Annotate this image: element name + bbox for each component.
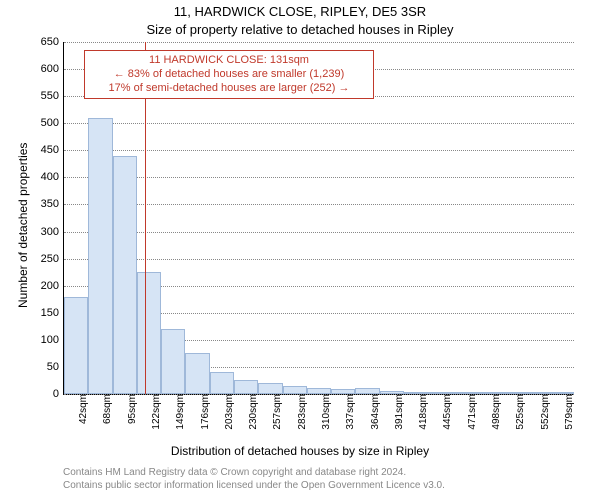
histogram-bar	[137, 272, 161, 394]
legend-callout: 11 HARDWICK CLOSE: 131sqm ← 83% of detac…	[84, 50, 374, 99]
xtick-label: 230sqm	[248, 394, 259, 438]
xtick-label: 498sqm	[491, 394, 502, 438]
histogram-bar	[161, 329, 185, 394]
histogram-bar	[234, 380, 258, 394]
y-axis-label: Number of detached properties	[16, 143, 30, 308]
gridline-h	[64, 232, 574, 233]
histogram-bar	[88, 118, 112, 394]
gridline-h	[64, 259, 574, 260]
xtick-label: 391sqm	[394, 394, 405, 438]
xtick-label: 445sqm	[442, 394, 453, 438]
xtick-label: 95sqm	[127, 394, 138, 438]
ytick-label: 600	[0, 63, 59, 75]
xtick-label: 283sqm	[297, 394, 308, 438]
x-axis-label: Distribution of detached houses by size …	[0, 444, 600, 458]
histogram-bar	[210, 372, 234, 394]
xtick-label: 42sqm	[78, 394, 89, 438]
xtick-label: 203sqm	[224, 394, 235, 438]
xtick-label: 310sqm	[321, 394, 332, 438]
gridline-h	[64, 177, 574, 178]
xtick-label: 364sqm	[370, 394, 381, 438]
xtick-label: 176sqm	[200, 394, 211, 438]
xtick-label: 337sqm	[345, 394, 356, 438]
xtick-label: 552sqm	[540, 394, 551, 438]
footer-line2: Contains public sector information licen…	[63, 479, 445, 492]
ytick-label: 500	[0, 117, 59, 129]
histogram-bar	[258, 383, 282, 394]
histogram-bar	[64, 297, 88, 394]
gridline-h	[64, 123, 574, 124]
gridline-h	[64, 204, 574, 205]
title-subtitle: Size of property relative to detached ho…	[0, 22, 600, 37]
histogram-bar	[185, 353, 209, 394]
xtick-label: 471sqm	[467, 394, 478, 438]
xtick-label: 68sqm	[102, 394, 113, 438]
legend-line3: 17% of semi-detached houses are larger (…	[91, 82, 367, 96]
xtick-label: 418sqm	[418, 394, 429, 438]
ytick-label: 150	[0, 307, 59, 319]
ytick-label: 550	[0, 90, 59, 102]
xtick-label: 122sqm	[151, 394, 162, 438]
footer-line1: Contains HM Land Registry data © Crown c…	[63, 466, 445, 479]
histogram-bar	[113, 156, 137, 394]
xtick-label: 579sqm	[564, 394, 575, 438]
ytick-label: 100	[0, 334, 59, 346]
xtick-label: 525sqm	[515, 394, 526, 438]
title-address: 11, HARDWICK CLOSE, RIPLEY, DE5 3SR	[0, 4, 600, 19]
footer-attribution: Contains HM Land Registry data © Crown c…	[63, 466, 445, 492]
ytick-label: 650	[0, 36, 59, 48]
histogram-bar	[283, 386, 307, 394]
legend-line2: ← 83% of detached houses are smaller (1,…	[91, 68, 367, 82]
legend-line1: 11 HARDWICK CLOSE: 131sqm	[91, 54, 367, 68]
gridline-h	[64, 150, 574, 151]
gridline-h	[64, 42, 574, 43]
xtick-label: 149sqm	[175, 394, 186, 438]
chart-canvas: 11, HARDWICK CLOSE, RIPLEY, DE5 3SR Size…	[0, 0, 600, 500]
xtick-label: 257sqm	[272, 394, 283, 438]
ytick-label: 0	[0, 388, 59, 400]
ytick-label: 50	[0, 361, 59, 373]
